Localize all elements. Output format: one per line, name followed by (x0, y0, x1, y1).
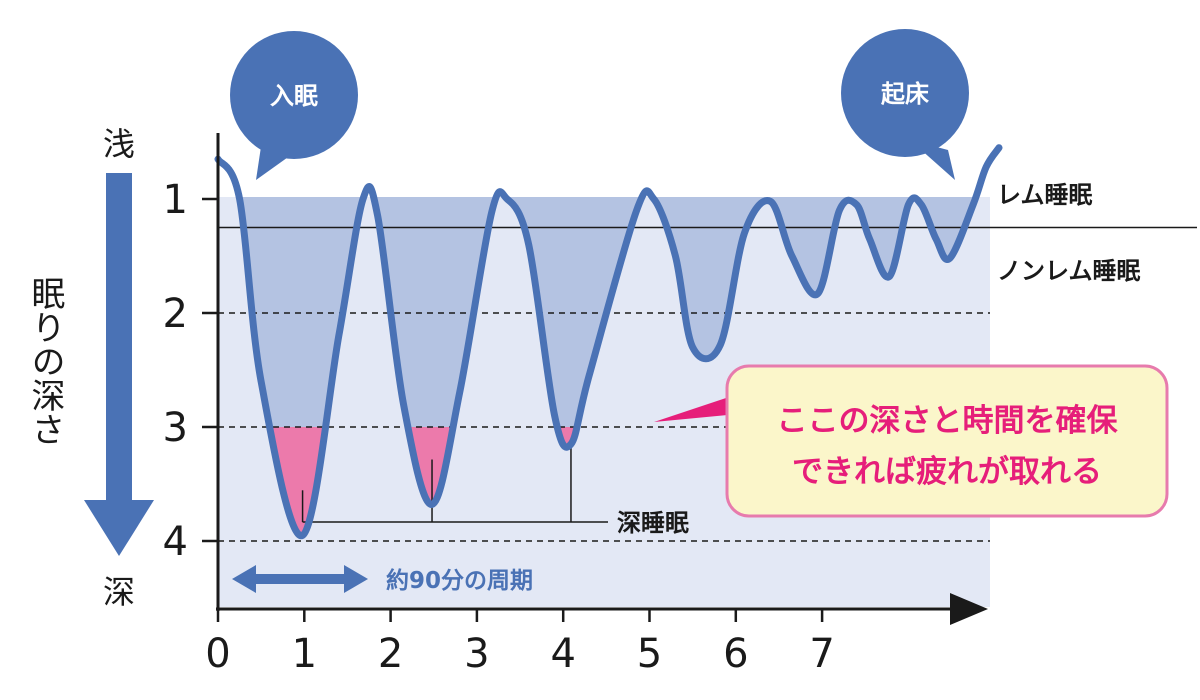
y-bottom-label: 深 (103, 573, 135, 611)
cycle-arrow (232, 565, 368, 593)
y-tick-label-2: 2 (163, 291, 188, 337)
bubble-sleep-onset: 入眠 (230, 31, 358, 180)
x-tick-label-7: 7 (809, 631, 834, 677)
callout-pointer (654, 394, 738, 422)
bubble-sleep-onset-circle (230, 31, 358, 159)
non-rem-label: ノンレム睡眠 (997, 257, 1141, 285)
x-tick-label-3: 3 (464, 631, 489, 677)
x-tick-label-2: 2 (378, 631, 403, 677)
y-axis-title: 眠りの深さ (25, 276, 65, 446)
y-tick-label-4: 4 (163, 519, 188, 565)
y-tick-label-3: 3 (163, 405, 188, 451)
rem-label: レム睡眠 (997, 181, 1093, 209)
depth-arrow-shaft (106, 173, 132, 503)
callout: ここの深さと時間を確保 できれば疲れが取れる (654, 364, 1169, 518)
x-tick-label-5: 5 (637, 631, 662, 677)
sleep-depth-curve (214, 144, 1003, 539)
callout-box (725, 364, 1169, 518)
deep-sleep-label: 深睡眠 (617, 509, 689, 537)
callout-line-1: ここの深さと時間を確保 (777, 403, 1119, 439)
x-tick-label-1: 1 (292, 631, 317, 677)
cycle-arrow-shaft (250, 574, 350, 584)
depth-arrow-head (84, 500, 154, 556)
callout-line-2: できれば疲れが取れる (792, 454, 1102, 490)
depth-arrow (84, 173, 154, 556)
x-axis-arrowhead (950, 593, 988, 625)
cycle-arrow-head-right (344, 565, 368, 593)
bubble-sleep-onset-label: 入眠 (270, 82, 318, 110)
y-top-label: 浅 (103, 125, 135, 163)
bubble-wake-up-circle (841, 29, 969, 157)
bubble-wake-up: 起床 (841, 29, 969, 180)
y-tick-label-1: 1 (163, 177, 188, 223)
x-tick-label-0: 0 (205, 631, 230, 677)
cycle-label: 約90分の周期 (386, 567, 533, 594)
bubble-wake-up-label: 起床 (880, 80, 929, 108)
x-tick-label-4: 4 (550, 631, 575, 677)
x-tick-label-6: 6 (723, 631, 748, 677)
cycle-arrow-head-left (232, 565, 256, 593)
